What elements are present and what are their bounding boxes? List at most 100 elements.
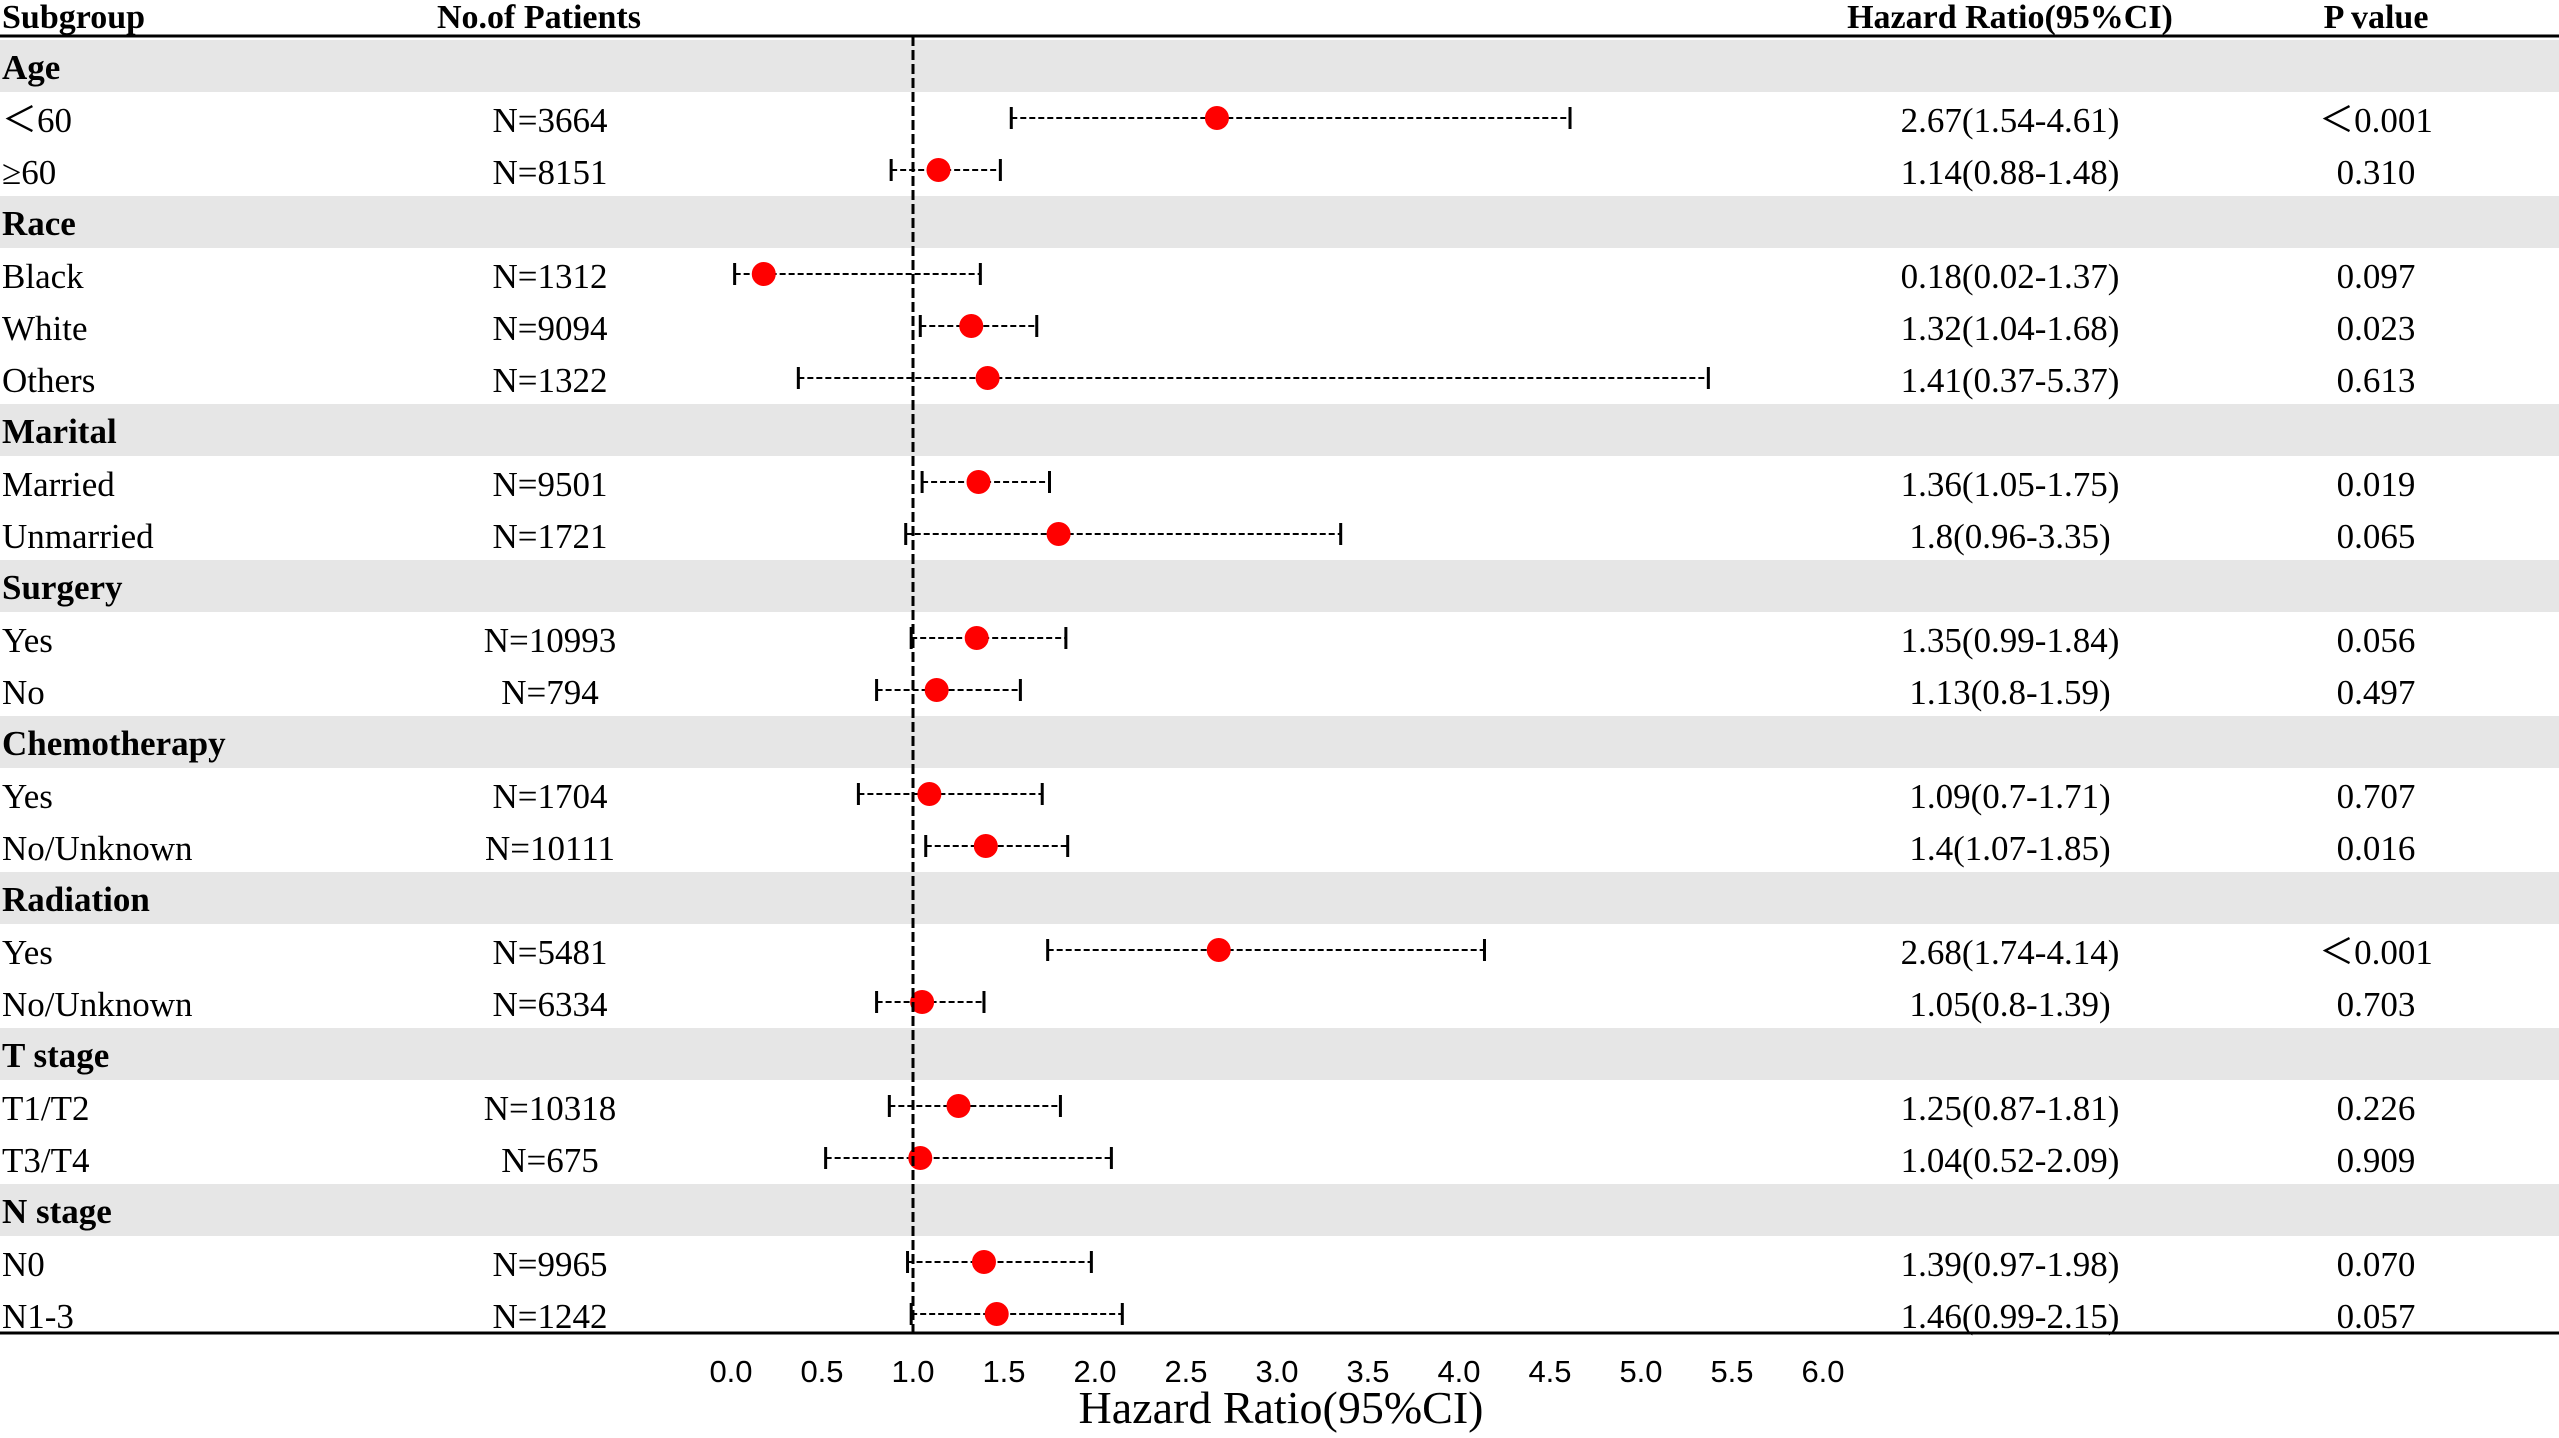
hr-point (1204, 106, 1229, 130)
hr-point (964, 626, 989, 650)
row-p-value: 0.707 (2337, 777, 2416, 816)
group-bands (0, 40, 2559, 1236)
row-patients: N=5481 (492, 933, 607, 972)
row-patients: N=9965 (492, 1245, 607, 1284)
row-hazard-ratio: 1.35(0.99-1.84) (1901, 621, 2120, 660)
group-band (0, 40, 2559, 92)
group-label: Marital (2, 412, 117, 451)
x-axis: 0.0 0.5 1.0 1.5 2.0 2.5 3.0 3.5 4.0 4.5 5.0 5.5 6.0 (709, 1354, 1844, 1389)
row-p-value: 0.497 (2337, 673, 2416, 712)
x-tick-label: 2.0 (1073, 1354, 1116, 1389)
row-hazard-ratio: 1.4(1.07-1.85) (1909, 829, 2110, 868)
row-hazard-ratio: 1.09(0.7-1.71) (1909, 777, 2110, 816)
row-p-value: 0.070 (2337, 1245, 2416, 1284)
hr-point (971, 1250, 996, 1274)
group-label: Surgery (2, 568, 123, 607)
row-label: N0 (2, 1245, 45, 1284)
row-p-value: 0.226 (2337, 1089, 2416, 1128)
row-hazard-ratio: 1.41(0.37-5.37) (1901, 361, 2120, 400)
row-patients: N=6334 (492, 985, 607, 1024)
hr-point (751, 262, 776, 286)
row-p-value: 0.310 (2337, 153, 2416, 192)
hr-point (926, 158, 951, 182)
row-patients: N=1721 (492, 517, 607, 556)
row-label: No/Unknown (2, 829, 193, 868)
row-patients: N=9501 (492, 465, 607, 504)
group-band (0, 872, 2559, 924)
row-patients: N=10993 (484, 621, 617, 660)
table-rows: Age ＜60 N=3664 2.67(1.54-4.61) ＜0.001 ≥60 N=81… (2, 48, 2433, 1336)
hr-point (984, 1302, 1009, 1326)
hr-point (924, 678, 949, 702)
x-tick-label: 4.5 (1528, 1354, 1571, 1389)
row-hazard-ratio: 1.8(0.96-3.35) (1909, 517, 2110, 556)
row-p-value: ＜0.001 (2319, 101, 2433, 140)
hr-point (1206, 938, 1231, 962)
x-tick-label: 1.0 (891, 1354, 934, 1389)
row-hazard-ratio: 1.13(0.8-1.59) (1909, 673, 2110, 712)
row-label: White (2, 309, 88, 348)
row-hazard-ratio: 1.32(1.04-1.68) (1901, 309, 2120, 348)
header-p-value: P value (2324, 0, 2429, 36)
row-patients: N=1312 (492, 257, 607, 296)
row-label: T1/T2 (2, 1089, 89, 1128)
row-hazard-ratio: 1.14(0.88-1.48) (1901, 153, 2120, 192)
hr-point (1046, 522, 1071, 546)
x-tick-label: 3.5 (1346, 1354, 1389, 1389)
row-patients: N=1322 (492, 361, 607, 400)
row-label: T3/T4 (2, 1141, 89, 1180)
row-label: ＜60 (2, 101, 72, 140)
group-label: Age (2, 48, 60, 87)
row-label: Married (2, 465, 115, 504)
group-band (0, 1184, 2559, 1236)
x-tick-label: 2.5 (1164, 1354, 1207, 1389)
row-p-value: 0.613 (2337, 361, 2416, 400)
row-p-value: 0.057 (2337, 1297, 2416, 1336)
group-label: N stage (2, 1192, 112, 1231)
row-patients: N=8151 (492, 153, 607, 192)
row-patients: N=9094 (492, 309, 607, 348)
row-hazard-ratio: 2.67(1.54-4.61) (1901, 101, 2120, 140)
column-headers: Subgroup No.of Patients Hazard Ratio(95%… (2, 0, 2428, 36)
row-p-value: 0.703 (2337, 985, 2416, 1024)
row-label: N1-3 (2, 1297, 74, 1336)
row-p-value: 0.097 (2337, 257, 2416, 296)
row-p-value: ＜0.001 (2319, 933, 2433, 972)
row-label: Others (2, 361, 95, 400)
group-band (0, 1028, 2559, 1080)
row-label: No/Unknown (2, 985, 193, 1024)
row-patients: N=3664 (492, 101, 607, 140)
x-tick-label: 0.5 (800, 1354, 843, 1389)
row-patients: N=10111 (485, 829, 615, 868)
group-band (0, 560, 2559, 612)
group-band (0, 404, 2559, 456)
hr-point (973, 834, 998, 858)
group-band (0, 196, 2559, 248)
row-hazard-ratio: 1.05(0.8-1.39) (1909, 985, 2110, 1024)
x-tick-label: 5.0 (1619, 1354, 1662, 1389)
row-p-value: 0.016 (2337, 829, 2416, 868)
row-label: Yes (2, 933, 53, 972)
x-tick-label: 6.0 (1801, 1354, 1844, 1389)
hr-point (959, 314, 984, 338)
row-label: Yes (2, 777, 53, 816)
x-tick-label: 4.0 (1437, 1354, 1480, 1389)
hr-point (917, 782, 942, 806)
group-label: Radiation (2, 880, 150, 919)
hr-point (975, 366, 1000, 390)
row-label: ≥60 (2, 153, 56, 192)
row-hazard-ratio: 1.36(1.05-1.75) (1901, 465, 2120, 504)
row-patients: N=10318 (484, 1089, 617, 1128)
x-tick-label: 5.5 (1710, 1354, 1753, 1389)
header-patients: No.of Patients (437, 0, 641, 36)
group-band (0, 716, 2559, 768)
header-hazard-ratio: Hazard Ratio(95%CI) (1847, 0, 2173, 36)
row-hazard-ratio: 1.04(0.52-2.09) (1901, 1141, 2120, 1180)
row-label: No (2, 673, 45, 712)
x-axis-label: Hazard Ratio(95%CI) (1079, 1382, 1484, 1433)
row-patients: N=794 (501, 673, 599, 712)
row-label: Yes (2, 621, 53, 660)
row-hazard-ratio: 1.46(0.99-2.15) (1901, 1297, 2120, 1336)
row-patients: N=1704 (492, 777, 607, 816)
